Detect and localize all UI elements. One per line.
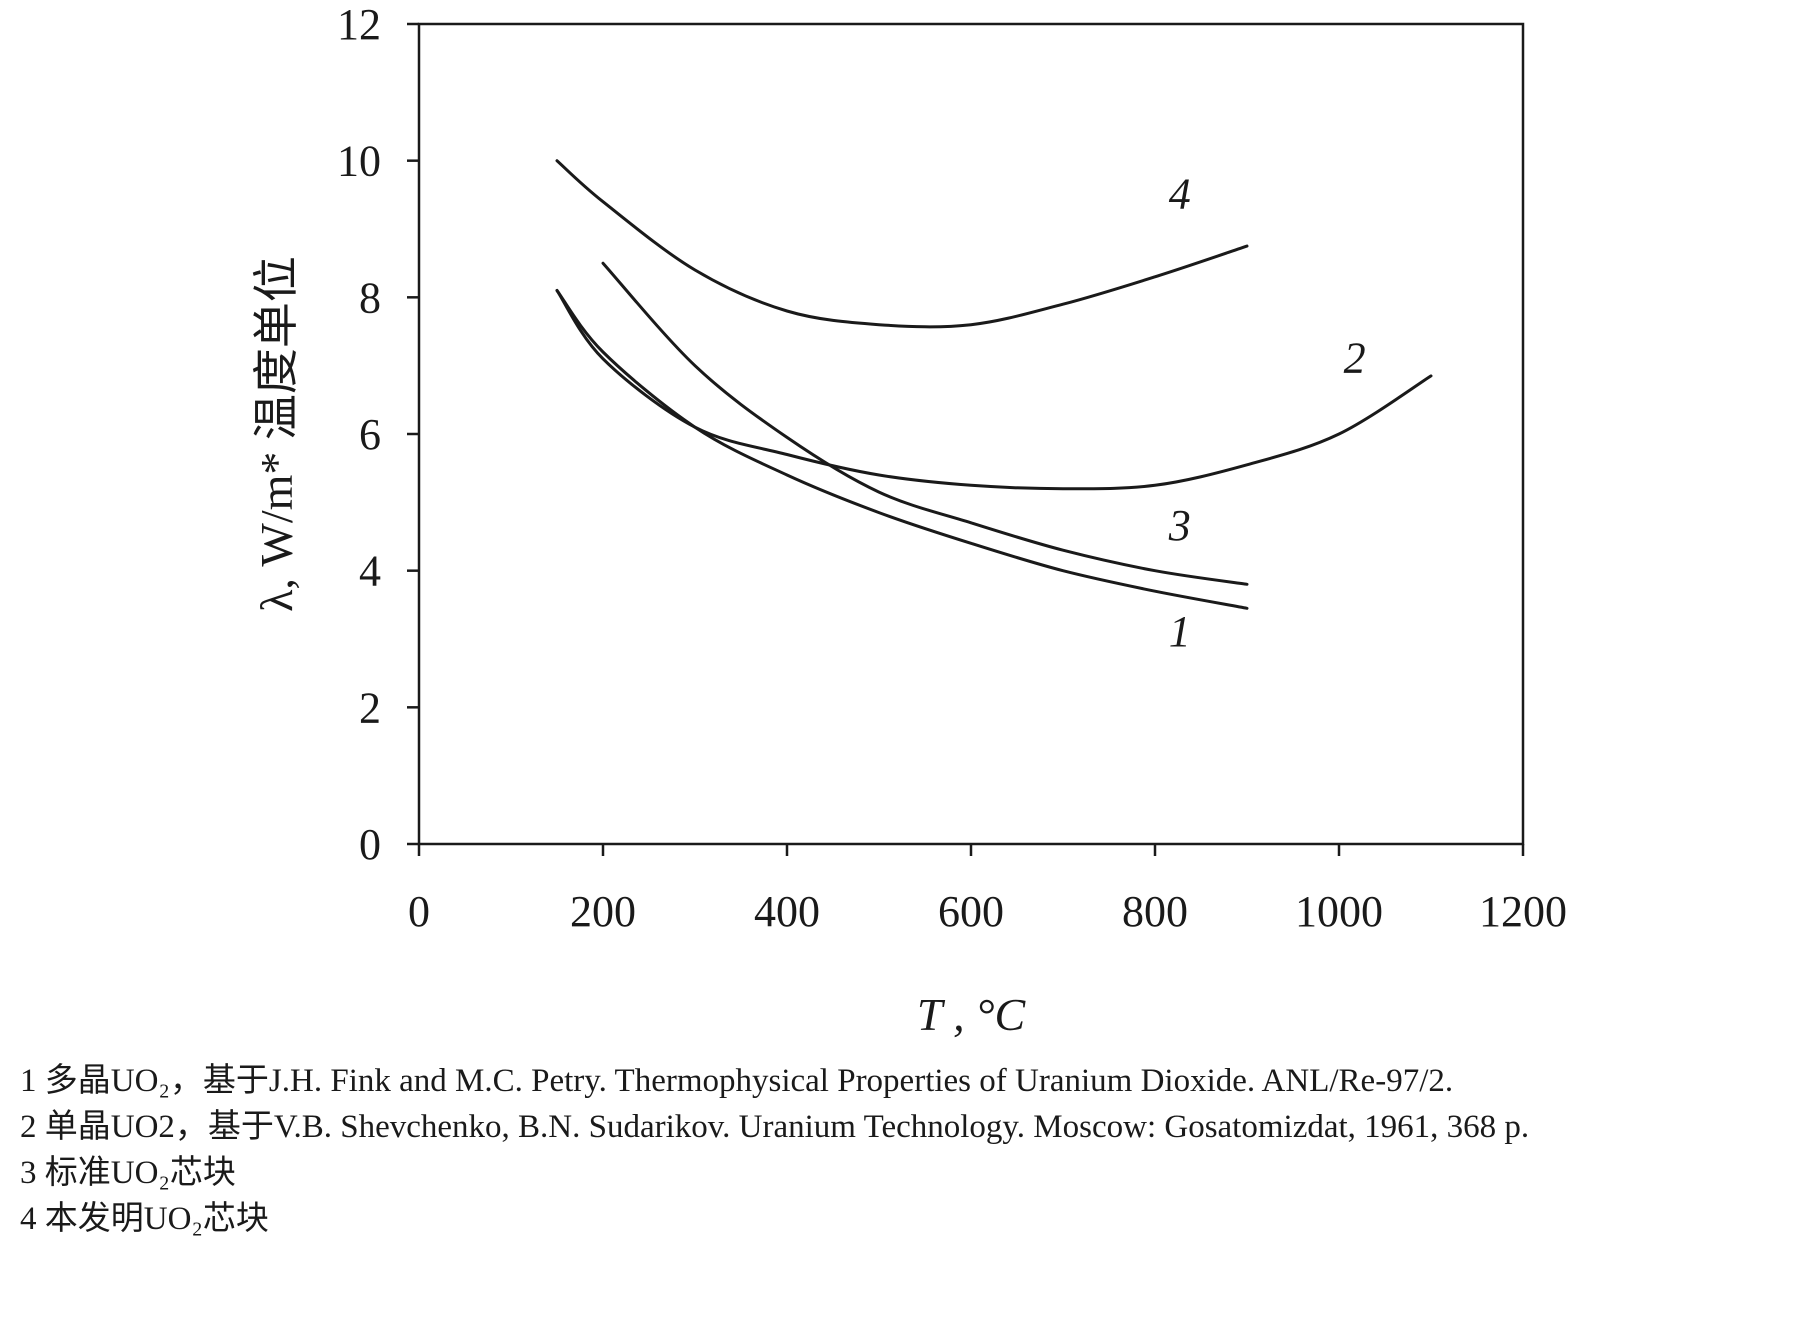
curve-label-4: 4	[1169, 170, 1191, 219]
legend-item-3: 3 标准UO₂芯块	[20, 1155, 236, 1191]
x-tick-label-800: 800	[1122, 887, 1188, 936]
x-tick-label-600: 600	[938, 887, 1004, 936]
y-tick-label-0: 0	[359, 820, 381, 869]
y-axis-title: λ, W/m* 温度单位	[251, 256, 302, 612]
legend: 1 多晶UO₂，基于J.H. Fink and M.C. Petry. Ther…	[20, 1058, 1790, 1242]
curve-label-2: 2	[1344, 334, 1366, 383]
x-tick-label-400: 400	[754, 887, 820, 936]
x-tick-label-200: 200	[570, 887, 636, 936]
x-tick-label-1000: 1000	[1295, 887, 1383, 936]
x-axis-title: T , °C	[917, 989, 1027, 1040]
legend-item-1: 1 多晶UO₂，基于J.H. Fink and M.C. Petry. Ther…	[20, 1063, 1454, 1099]
y-tick-label-10: 10	[337, 137, 381, 186]
series-line-3	[601, 261, 1249, 586]
plot-frame	[417, 22, 1525, 846]
series-lines	[555, 159, 1433, 610]
x-tick-label-0: 0	[408, 887, 430, 936]
legend-item-4: 4 本发明UO₂芯块	[20, 1201, 269, 1237]
y-tick-label-6: 6	[359, 410, 381, 459]
curve-label-3: 3	[1168, 501, 1191, 550]
y-tick-label-2: 2	[359, 683, 381, 732]
y-tick-label-4: 4	[359, 547, 381, 596]
x-tick-label-1200: 1200	[1479, 887, 1567, 936]
y-tick-label-12: 12	[337, 0, 381, 49]
y-tick-label-8: 8	[359, 273, 381, 322]
curve-label-1: 1	[1169, 607, 1191, 656]
series-line-2	[555, 289, 1433, 491]
series-line-4	[555, 159, 1249, 329]
curve-labels: 1 2 3 4	[1168, 170, 1366, 656]
legend-item-2: 2 单晶UO2，基于V.B. Shevchenko, B.N. Sudariko…	[20, 1109, 1530, 1145]
series-line-1	[555, 289, 1249, 610]
